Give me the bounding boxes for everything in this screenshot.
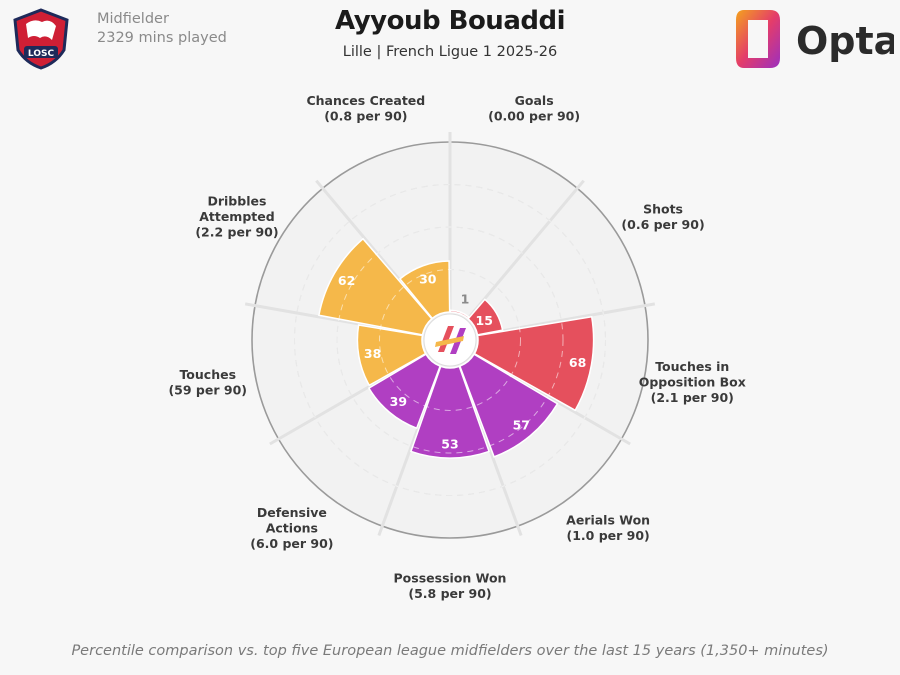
lille-crest-logo: LOSC — [13, 8, 69, 70]
player-name: Ayyoub Bouaddi — [335, 6, 566, 36]
svg-text:Opta: Opta — [796, 19, 894, 63]
category-label-0: Goals (0.00 per 90) — [488, 93, 580, 124]
wedge-7 — [318, 237, 433, 336]
svg-text:LOSC: LOSC — [28, 49, 55, 59]
grid-ring-overlay-50 — [336, 226, 564, 454]
value-label-8: 30 — [419, 271, 437, 286]
value-label-3: 57 — [513, 417, 530, 432]
spoke-1 — [466, 179, 585, 320]
category-label-6: Touches (59 per 90) — [168, 367, 247, 398]
wedge-3 — [458, 353, 559, 458]
category-label-7: Dribbles Attempted (2.2 per 90) — [195, 194, 278, 240]
minutes-played: 2329 mins played — [97, 30, 227, 46]
category-label-1: Shots (0.6 per 90) — [621, 201, 704, 232]
player-meta: Midfielder 2329 mins played — [97, 10, 227, 48]
value-label-4: 53 — [441, 437, 458, 452]
wedge-2 — [473, 315, 595, 412]
value-label-5: 39 — [390, 394, 407, 409]
wedge-1 — [467, 298, 504, 336]
opta-logo: Opta — [736, 10, 894, 68]
category-label-4: Possession Won (5.8 per 90) — [394, 570, 507, 601]
wedge-8 — [398, 260, 451, 320]
category-label-3: Aerials Won (1.0 per 90) — [566, 513, 650, 544]
club-league-season: Lille | French Ligue 1 2025-26 — [342, 44, 558, 60]
value-label-0: 1 — [461, 291, 470, 306]
category-label-5: Defensive Actions (6.0 per 90) — [250, 505, 333, 551]
grid-ring-overlay-75 — [294, 184, 606, 496]
hub-bar-icon — [435, 336, 464, 347]
category-label-8: Chances Created (0.8 per 90) — [306, 93, 425, 124]
category-label-2: Touches in Opposition Box (2.1 per 90) — [639, 359, 746, 405]
wedge-6 — [356, 324, 427, 387]
grid-ring-overlay-25 — [379, 269, 521, 411]
footnote: Percentile comparison vs. top five Europ… — [71, 643, 829, 659]
value-label-6: 38 — [364, 346, 381, 361]
wedge-4 — [409, 365, 491, 459]
player-position: Midfielder — [97, 11, 169, 27]
value-label-7: 62 — [338, 273, 355, 288]
wedge-5 — [367, 353, 442, 430]
value-label-1: 15 — [476, 313, 493, 328]
value-label-2: 68 — [569, 355, 586, 370]
title-block: Ayyoub Bouaddi Lille | French Ligue 1 20… — [200, 6, 700, 60]
